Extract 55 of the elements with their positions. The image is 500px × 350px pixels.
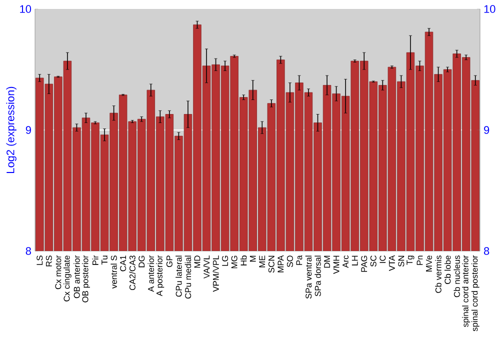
x-tick-label: SCN — [268, 256, 274, 273]
x-tick-label: VPM/VPL — [212, 255, 219, 292]
x-tick-label: OB anterior — [74, 255, 80, 298]
x-tick-label: PAG — [361, 256, 368, 272]
x-tick-label: LG — [222, 256, 228, 266]
x-tick-label: Cb vermis — [435, 256, 442, 293]
x-tick-label: Cx motor — [55, 255, 62, 290]
x-tick-label: VA/VL — [203, 255, 210, 279]
x-tick-label: MPA — [278, 255, 284, 272]
x-tick-label: Arc — [342, 255, 349, 268]
y2-tick-label: 9 — [484, 126, 490, 134]
x-tick-label: ME — [259, 256, 266, 268]
x-tick-label: CPu lateral — [176, 256, 182, 297]
x-tick-label: MVe — [426, 256, 432, 272]
x-tick-label: VMH — [333, 256, 340, 274]
x-tick-label: OB posterior — [82, 255, 90, 302]
x-tick-label: SPa dorsal — [314, 256, 321, 296]
x-tick-label: Cb nucleus — [454, 256, 460, 298]
y2-tick-label: 8 — [484, 247, 490, 255]
x-tick-label: A posterior — [156, 255, 164, 296]
x-tick-label: CPu medial — [184, 256, 192, 299]
x-tick-label: IC — [380, 256, 386, 263]
x-tick-label: SN — [398, 256, 404, 267]
x-tick-label: Pn — [416, 256, 423, 265]
x-tick-label: Pa — [296, 255, 302, 265]
x-tick-label: Hb — [240, 256, 247, 266]
x-tick-label: RS — [46, 256, 52, 266]
x-tick-label: Cb lobe — [444, 256, 451, 284]
x-tick-label: CA2/CA3 — [129, 256, 136, 290]
x-tick-label: SC — [370, 256, 376, 267]
x-tick-label: spinal cord anterior — [462, 255, 470, 327]
x-tick-label: ventral S — [110, 256, 117, 289]
x-tick-label: spinal cord posterior — [471, 255, 480, 332]
y-tick-label: 8 — [26, 247, 31, 255]
y-tick-label: 9 — [26, 126, 31, 134]
x-tick-label: Tu — [102, 256, 108, 265]
x-tick-label: VTA — [389, 255, 395, 272]
x-tick-label: MD — [194, 256, 200, 268]
x-tick-label: MG — [231, 256, 238, 268]
x-tick-label: Pir — [92, 255, 98, 265]
x-tick-label: DG — [138, 256, 145, 268]
y-axis-title: Log2 (expression) — [6, 86, 16, 173]
x-tick-label: LH — [352, 256, 358, 266]
x-tick-label: LS — [36, 256, 43, 265]
x-tick-label: SO — [286, 256, 293, 268]
y2-tick-label: 10 — [484, 5, 496, 13]
x-tick-label: CA1 — [120, 256, 126, 272]
x-tick-label: Tg — [406, 256, 414, 265]
x-tick-label: DM — [324, 256, 330, 268]
x-tick-label: A anterior — [148, 255, 154, 292]
x-tick-label: M — [250, 256, 256, 262]
x-tick-label: GP — [166, 256, 172, 268]
y-tick-label: 10 — [20, 5, 32, 13]
x-tick-label: Cx cingulate — [64, 256, 72, 302]
x-tick-label: SPa ventral — [305, 256, 312, 299]
